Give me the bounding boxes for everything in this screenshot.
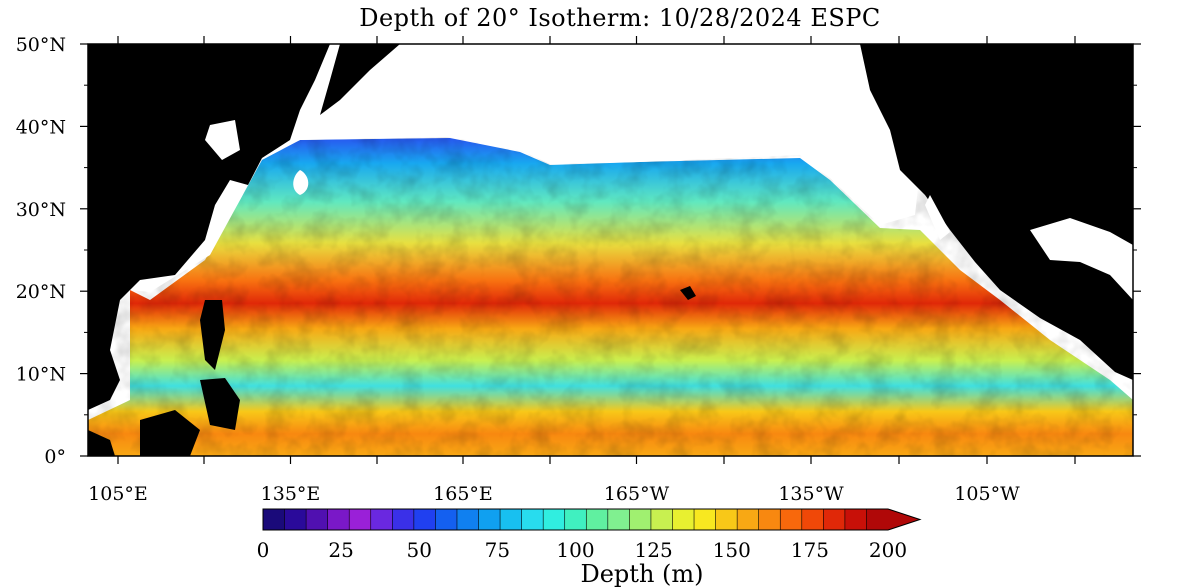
lat-tick-label: 50°N [16,34,66,56]
colorbar-title: Depth (m) [580,560,703,588]
colorbar-swatch [543,509,566,530]
colorbar-swatch [758,509,781,530]
colorbar-swatch [349,509,372,530]
colorbar-swatch [866,509,889,530]
colorbar-swatch [521,509,544,530]
colorbar-tick-label: 50 [407,538,432,562]
colorbar-swatch [263,509,285,530]
colorbar-tick-label: 125 [635,538,673,562]
colorbar-swatch [715,509,738,530]
lat-tick-label: 20°N [16,281,66,303]
colorbar-swatch [435,509,458,530]
colorbar-swatch [456,509,479,530]
latitude-axis: 50°N 40°N 30°N 20°N 10°N 0° [16,34,1141,468]
colorbar-tick-label: 175 [791,538,829,562]
lat-tick-label: 10°N [16,364,66,386]
colorbar-swatch [327,509,350,530]
lat-tick-label: 30°N [16,199,66,221]
lon-tick-label: 135°W [778,483,844,505]
colorbar-tick-label: 25 [328,538,353,562]
colorbar-swatch [564,509,587,530]
land-masses [88,44,1133,456]
longitude-axis: 105°E 135°E 165°E 165°W 135°W 105°W [88,36,1076,505]
lat-tick-label: 40°N [16,116,66,138]
colorbar-swatch [586,509,609,530]
colorbar-swatch [370,509,393,530]
colorbar-swatch [823,509,846,530]
colorbar-swatch [629,509,652,530]
colorbar-swatch [801,509,824,530]
lon-tick-label: 105°W [954,483,1020,505]
lat-tick-label: 0° [44,446,66,468]
colorbar-swatch [306,509,328,530]
lon-tick-label: 105°E [88,483,148,505]
colorbar-tick-label: 75 [485,538,510,562]
missing-data-region [88,44,1133,292]
colorbar-swatch [478,509,501,530]
colorbar-swatch [844,509,867,530]
colorbar-tick-label: 150 [713,538,751,562]
colorbar-swatch [500,509,522,530]
colorbar-tick-label: 0 [257,538,270,562]
colorbar-swatch [607,509,630,530]
colorbar-tick-label: 100 [556,538,594,562]
colorbar-swatch [392,509,415,530]
lon-tick-label: 165°E [433,483,493,505]
colorbar-swatch [737,509,759,530]
colorbar-outline [262,508,922,531]
colorbar-swatch [413,509,436,530]
lon-tick-label: 165°W [604,483,670,505]
colorbar: 0 25 50 75 100 125 150 175 200 [257,508,922,562]
map-title: Depth of 20° Isotherm: 10/28/2024 ESPC [359,4,881,32]
colorbar-swatch [694,509,716,530]
colorbar-tick-label: 200 [869,538,907,562]
colorbar-swatch [650,509,673,530]
colorbar-swatch [284,509,307,530]
colorbar-swatch [672,509,695,530]
colorbar-swatch [780,509,803,530]
lon-tick-label: 135°E [261,483,321,505]
colorbar-overflow-arrow [888,509,920,530]
